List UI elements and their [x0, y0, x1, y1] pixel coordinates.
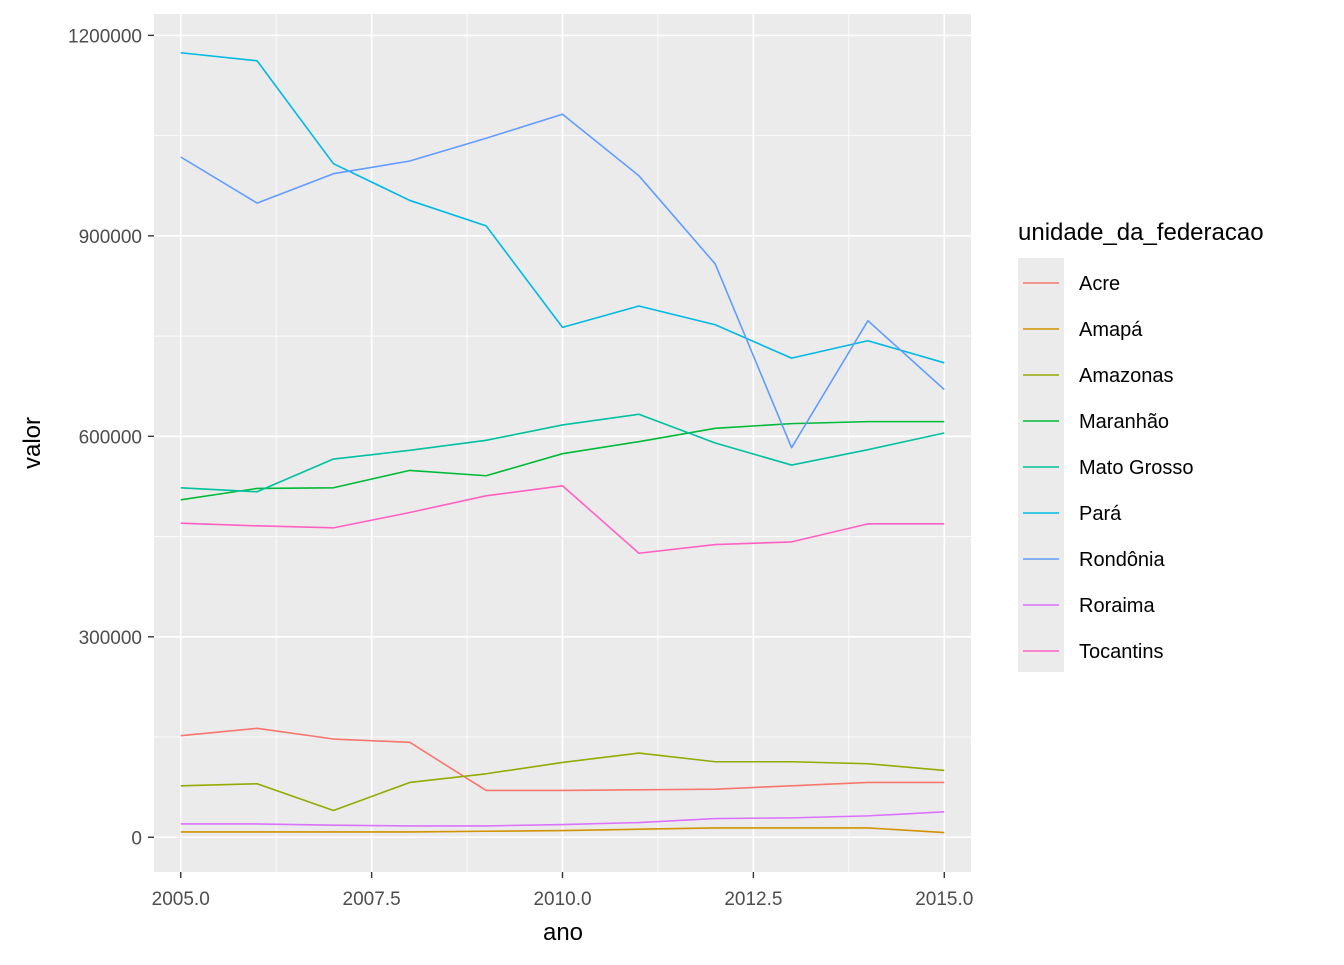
x-tick-label: 2010.0 [533, 889, 591, 910]
y-axis-title: valor [19, 417, 46, 469]
y-tick-label: 1200000 [68, 26, 142, 47]
series-line-acre [180, 727, 945, 792]
series-line-amapa [180, 827, 945, 834]
series-line-roraima [180, 811, 945, 827]
legend-label-maranhao: Maranhão [1079, 411, 1169, 433]
x-axis: 2005.0 2007.5 2010.0 2012.5 2015.0 [152, 872, 973, 910]
series-line-para [180, 51, 945, 364]
legend-label-rondonia: Rondônia [1079, 549, 1166, 571]
y-tick-label: 0 [131, 828, 142, 849]
legend-label-amazonas: Amazonas [1079, 365, 1174, 387]
y-tick-label: 300000 [79, 628, 142, 649]
legend-label-para: Pará [1079, 503, 1122, 525]
y-tick-label: 900000 [79, 227, 142, 248]
y-axis: 0 300000 600000 900000 1200000 [68, 26, 154, 849]
x-tick-label: 2007.5 [343, 889, 401, 910]
x-axis-title: ano [543, 919, 583, 946]
legend-label-acre: Acre [1079, 273, 1120, 295]
legend-label-tocantins: Tocantins [1079, 641, 1164, 663]
legend-key-background [1018, 258, 1064, 672]
series-line-maranhao [180, 420, 945, 501]
series-line-mato-grosso [180, 413, 945, 493]
x-tick-label: 2005.0 [152, 889, 210, 910]
legend: unidade_da_federacao Acre Amapá Amazonas Ma… [1018, 219, 1264, 672]
x-tick-label: 2012.5 [724, 889, 782, 910]
legend-items: Acre Amapá Amazonas Maranhão Mato Grosso Pará… [1023, 273, 1193, 663]
series-line-rondonia [180, 113, 945, 449]
y-tick-label: 600000 [79, 427, 142, 448]
legend-label-roraima: Roraima [1079, 595, 1155, 617]
legend-label-mato-grosso: Mato Grosso [1079, 457, 1193, 479]
legend-label-amapa: Amapá [1079, 319, 1143, 341]
series-lines [180, 51, 945, 834]
legend-title: unidade_da_federacao [1018, 219, 1264, 246]
series-line-amazonas [180, 752, 945, 812]
x-tick-label: 2015.0 [915, 889, 973, 910]
series-line-tocantins [180, 484, 945, 555]
